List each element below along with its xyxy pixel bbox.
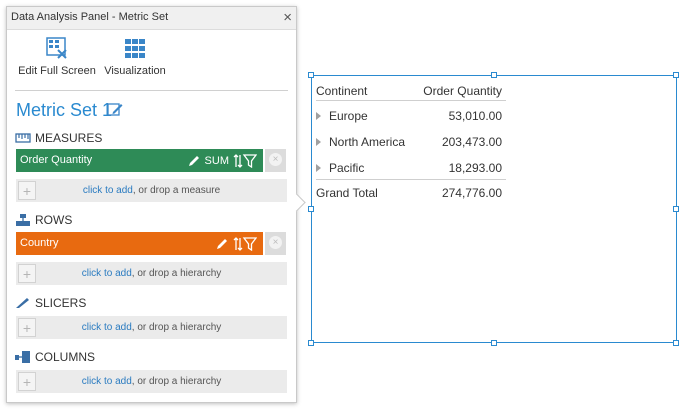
measure-chip-order-quantity[interactable]: Order Quantity SUM (16, 149, 263, 172)
data-analysis-panel: Data Analysis Panel - Metric Set × Edit … (6, 6, 297, 403)
row-value: 18,293.00 (448, 161, 502, 175)
measures-ruler-icon (15, 133, 31, 143)
add-row-plus-icon[interactable]: + (18, 264, 36, 283)
slicers-knife-icon (16, 298, 29, 308)
measures-label: MEASURES (35, 131, 103, 145)
measure-chip-tools: SUM (187, 152, 257, 169)
slicers-drop-zone[interactable]: + click to add, or drop a hierarchy (16, 316, 287, 339)
table-row: Europe 53,010.00 (316, 101, 506, 127)
columns-drop-text: click to add, or drop a hierarchy (16, 376, 287, 387)
rows-drop-text: click to add, or drop a hierarchy (16, 268, 287, 279)
expand-arrow-icon[interactable] (316, 164, 321, 172)
table-row: North America 203,473.00 (316, 127, 506, 153)
sort-filter-icon[interactable] (233, 153, 257, 168)
add-slicer-plus-icon[interactable]: + (18, 318, 36, 337)
panel-title: Data Analysis Panel - Metric Set (11, 11, 169, 23)
resize-handle-n[interactable] (491, 72, 497, 78)
rows-drop-hint: , or drop a hierarchy (131, 268, 222, 279)
measure-drop-zone[interactable]: + click to add, or drop a measure (16, 179, 287, 202)
slicers-label: SLICERS (35, 296, 87, 310)
columns-hierarchy-icon (15, 351, 30, 363)
rename-pencil-icon[interactable] (107, 101, 123, 117)
row-chip-label: Country (20, 237, 59, 249)
row-value: 53,010.00 (448, 109, 502, 123)
resize-handle-se[interactable] (673, 340, 679, 346)
metric-set-title: Metric Set 1 (16, 100, 113, 120)
slicers-click-to-add-link[interactable]: click to add (81, 322, 132, 333)
grand-total-row: Grand Total 274,776.00 (316, 179, 506, 206)
visualization-grid-icon (125, 39, 145, 58)
slicers-drop-text: click to add, or drop a hierarchy (16, 322, 287, 333)
measure-drop-text: click to add, or drop a measure (16, 185, 287, 196)
expand-arrow-icon[interactable] (316, 138, 321, 146)
column-header-order-quantity[interactable]: Order Quantity (423, 84, 502, 98)
slicers-drop-hint: , or drop a hierarchy (131, 322, 222, 333)
rows-drop-zone[interactable]: + click to add, or drop a hierarchy (16, 262, 287, 285)
edit-full-screen-button[interactable]: Edit Full Screen (17, 35, 97, 77)
expand-arrow-icon[interactable] (316, 112, 321, 120)
close-icon[interactable]: × (283, 9, 292, 26)
add-column-plus-icon[interactable]: + (18, 372, 36, 391)
column-header-continent[interactable]: Continent (316, 84, 368, 98)
table-row: Pacific 18,293.00 (316, 153, 506, 179)
measure-chip-label: Order Quantity (20, 154, 93, 166)
resize-handle-s[interactable] (491, 340, 497, 346)
edit-full-screen-icon (46, 37, 67, 59)
rows-click-to-add-link[interactable]: click to add (81, 268, 132, 279)
toolbar-divider (15, 90, 288, 91)
row-value: 203,473.00 (441, 135, 502, 149)
columns-drop-zone[interactable]: + click to add, or drop a hierarchy (16, 370, 287, 393)
grand-total-value: 274,776.00 (441, 186, 502, 200)
table-header: Continent Order Quantity (316, 80, 506, 101)
row-chip-tools (215, 235, 257, 252)
rows-label: ROWS (35, 213, 73, 227)
visualization-label: Visualization (104, 65, 166, 77)
measure-click-to-add-link[interactable]: click to add (82, 185, 133, 196)
remove-icon: × (269, 153, 282, 166)
columns-drop-hint: , or drop a hierarchy (131, 376, 222, 387)
edit-full-screen-label: Edit Full Screen (18, 65, 96, 77)
measure-drop-hint: , or drop a measure (132, 185, 221, 196)
aggregate-label[interactable]: SUM (204, 154, 229, 167)
remove-icon: × (269, 236, 282, 249)
edit-pencil-icon[interactable] (187, 154, 201, 168)
resize-handle-sw[interactable] (308, 340, 314, 346)
rows-section-header: ROWS (15, 213, 72, 227)
sort-filter-icon[interactable] (233, 236, 257, 251)
columns-label: COLUMNS (35, 350, 96, 364)
resize-handle-nw[interactable] (308, 72, 314, 78)
pivot-table: Continent Order Quantity Europe 53,010.0… (316, 80, 506, 206)
visualization-button[interactable]: Visualization (99, 35, 171, 77)
resize-handle-ne[interactable] (673, 72, 679, 78)
edit-pencil-icon[interactable] (215, 237, 229, 251)
rows-hierarchy-icon (16, 214, 30, 226)
resize-handle-e[interactable] (673, 206, 679, 212)
grand-total-label: Grand Total (316, 186, 378, 200)
row-label: Pacific (329, 161, 365, 175)
remove-measure-button[interactable]: × (265, 149, 286, 172)
resize-handle-w[interactable] (308, 206, 314, 212)
row-chip-country[interactable]: Country (16, 232, 263, 255)
measures-section-header: MEASURES (15, 131, 102, 145)
remove-row-button[interactable]: × (265, 232, 286, 255)
add-measure-plus-icon[interactable]: + (18, 181, 36, 200)
panel-titlebar[interactable]: Data Analysis Panel - Metric Set × (7, 7, 296, 30)
row-label: Europe (329, 109, 368, 123)
slicers-section-header: SLICERS (15, 296, 86, 310)
columns-click-to-add-link[interactable]: click to add (81, 376, 132, 387)
columns-section-header: COLUMNS (15, 350, 95, 364)
row-label: North America (329, 135, 406, 149)
